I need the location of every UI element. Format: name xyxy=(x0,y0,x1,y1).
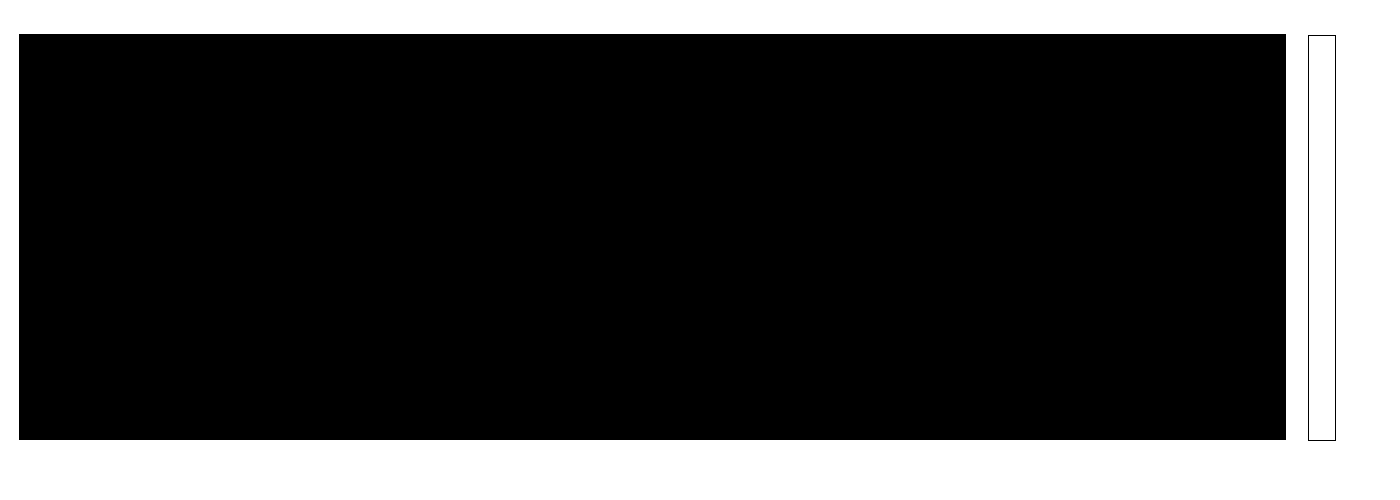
colorbar-gradient xyxy=(1309,36,1335,440)
waterfall-plot-area[interactable] xyxy=(19,34,1286,440)
spectrogram-canvas[interactable] xyxy=(20,35,1285,439)
colorbar[interactable] xyxy=(1308,35,1336,441)
